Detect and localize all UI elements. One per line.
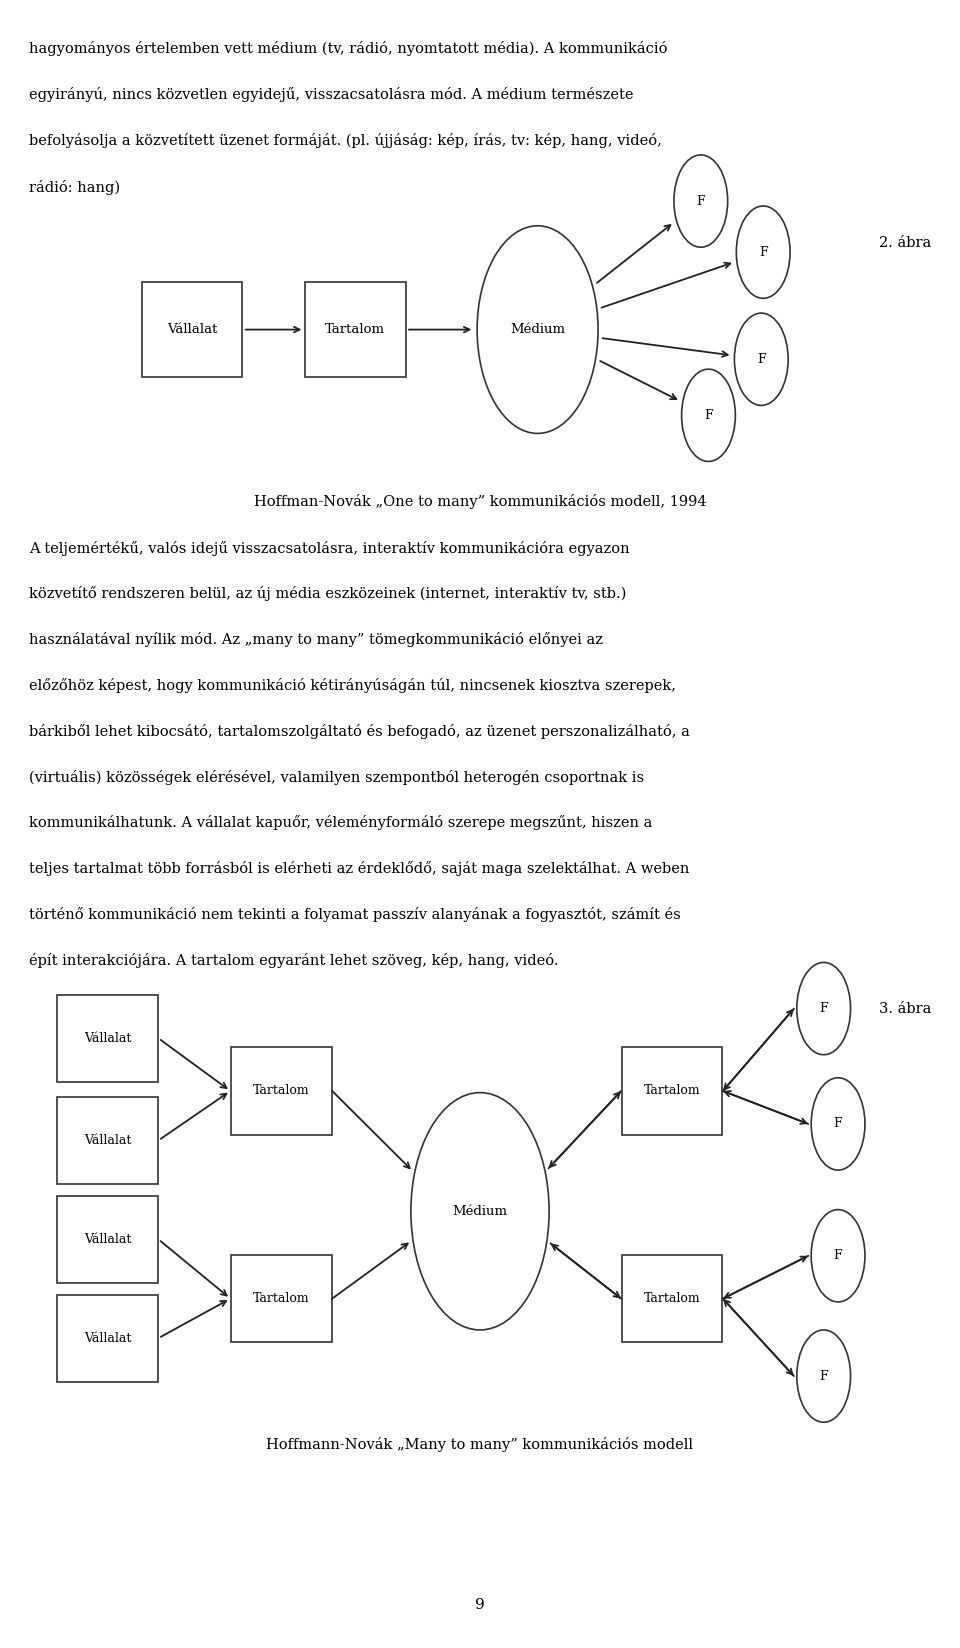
Text: Tartalom: Tartalom [253,1084,309,1098]
Text: F: F [834,1117,842,1131]
FancyBboxPatch shape [58,1196,157,1282]
Circle shape [797,962,851,1055]
Text: F: F [820,1369,828,1383]
Text: (virtuális) közösségek elérésével, valamilyen szempontból heterogén csoportnak i: (virtuális) közösségek elérésével, valam… [29,770,644,784]
Circle shape [811,1078,865,1170]
Text: teljes tartalmat több forrásból is elérheti az érdeklődő, saját maga szelektálha: teljes tartalmat több forrásból is elérh… [29,862,689,877]
Text: Tartalom: Tartalom [644,1292,700,1305]
Text: F: F [757,353,765,366]
FancyBboxPatch shape [58,995,157,1083]
Circle shape [736,206,790,298]
Circle shape [477,226,598,433]
Circle shape [797,1330,851,1422]
Text: egyirányú, nincs közvetlen egyidejű, visszacsatolásra mód. A médium természete: egyirányú, nincs közvetlen egyidejű, vis… [29,87,634,102]
Circle shape [674,155,728,247]
Text: Hoffmann-Novák „Many to many” kommunikációs modell: Hoffmann-Novák „Many to many” kommunikác… [267,1437,693,1452]
FancyBboxPatch shape [621,1256,722,1341]
Text: F: F [697,194,705,208]
Text: F: F [705,409,712,422]
Circle shape [411,1093,549,1330]
Text: Médium: Médium [510,323,565,336]
Text: Vállalat: Vállalat [84,1032,132,1045]
Text: Tartalom: Tartalom [644,1084,700,1098]
Text: történő kommunikáció nem tekinti a folyamat passzív alanyának a fogyasztót, szám: történő kommunikáció nem tekinti a folya… [29,906,681,923]
Text: A teljemértékű, valós idejű visszacsatolásra, interaktív kommunikációra egyazon: A teljemértékű, valós idejű visszacsatol… [29,541,630,555]
Text: Médium: Médium [452,1205,508,1218]
Text: Vállalat: Vállalat [167,323,217,336]
Text: közvetítő rendszeren belül, az új média eszközeinek (internet, interaktív tv, st: közvetítő rendszeren belül, az új média … [29,587,626,602]
FancyBboxPatch shape [305,282,405,377]
FancyBboxPatch shape [142,282,242,377]
Text: Vállalat: Vállalat [84,1233,132,1246]
Circle shape [734,313,788,405]
Text: F: F [820,1002,828,1015]
Text: 2. ábra: 2. ábra [879,236,931,249]
Text: Hoffman-Novák „One to many” kommunikációs modell, 1994: Hoffman-Novák „One to many” kommunikáció… [253,494,707,509]
Circle shape [682,369,735,461]
FancyBboxPatch shape [230,1256,331,1341]
Text: F: F [834,1249,842,1262]
Text: hagyományos értelemben vett médium (tv, rádió, nyomtatott média). A kommunikáció: hagyományos értelemben vett médium (tv, … [29,41,667,56]
Text: rádió: hang): rádió: hang) [29,180,120,194]
FancyBboxPatch shape [230,1048,331,1135]
Circle shape [811,1210,865,1302]
Text: Tartalom: Tartalom [253,1292,309,1305]
Text: előzőhöz képest, hogy kommunikáció kétirányúságán túl, nincsenek kiosztva szerep: előzőhöz képest, hogy kommunikáció kétir… [29,677,676,694]
Text: 3. ábra: 3. ábra [878,1002,931,1015]
Text: F: F [759,246,767,259]
Text: 9: 9 [475,1599,485,1612]
Text: használatával nyílik mód. Az „many to many” tömegkommunikáció előnyei az: használatával nyílik mód. Az „many to ma… [29,633,603,648]
Text: befolyásolja a közvetített üzenet formáját. (pl. újjáság: kép, írás, tv: kép, ha: befolyásolja a közvetített üzenet formáj… [29,133,661,148]
Text: bárkiből lehet kibocsátó, tartalomszolgáltató és befogadó, az üzenet perszonaliz: bárkiből lehet kibocsátó, tartalomszolgá… [29,723,689,738]
Text: épít interakciójára. A tartalom egyaránt lehet szöveg, kép, hang, videó.: épít interakciójára. A tartalom egyaránt… [29,953,559,967]
Text: kommunikálhatunk. A vállalat kapuőr, véleményformáló szerepe megszűnt, hiszen a: kommunikálhatunk. A vállalat kapuőr, vél… [29,816,652,831]
FancyBboxPatch shape [621,1048,722,1135]
Text: Vállalat: Vállalat [84,1134,132,1147]
FancyBboxPatch shape [58,1295,157,1381]
Text: Tartalom: Tartalom [325,323,385,336]
Text: Vállalat: Vállalat [84,1332,132,1345]
FancyBboxPatch shape [58,1098,157,1183]
